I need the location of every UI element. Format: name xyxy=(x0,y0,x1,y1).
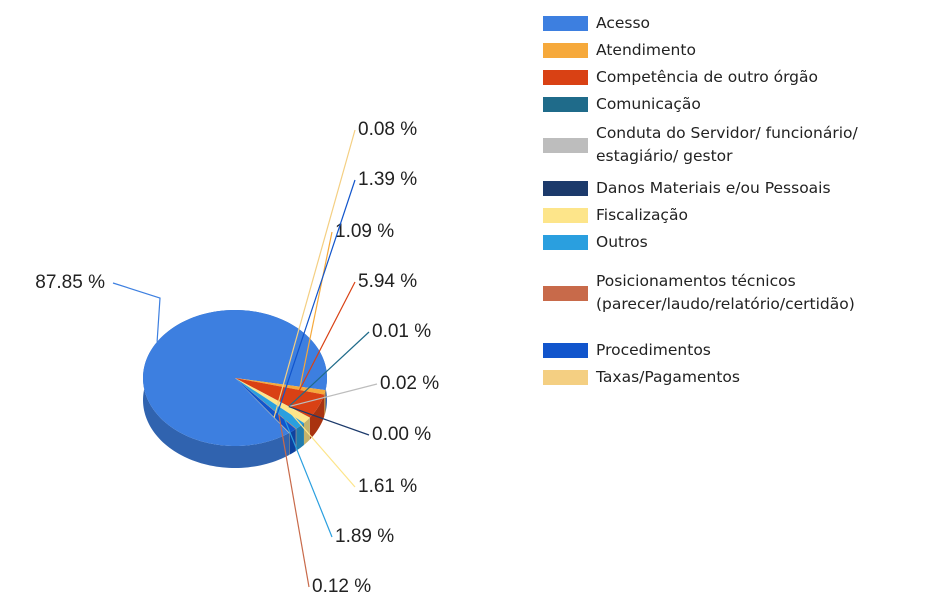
legend-item: Atendimento xyxy=(543,39,933,62)
slice xyxy=(235,378,296,433)
slice xyxy=(143,310,327,446)
legend-item: Acesso xyxy=(543,12,933,35)
legend-label: Danos Materiais e/ou Pessoais xyxy=(596,179,831,197)
data-label: 1.09 % xyxy=(335,221,394,242)
legend-label: Procedimentos xyxy=(596,341,711,359)
slice xyxy=(235,378,290,434)
leader-line xyxy=(112,282,161,342)
legend-item: Comunicação xyxy=(543,93,933,116)
legend-item: Outros xyxy=(543,231,933,254)
legend-label: Atendimento xyxy=(596,41,696,59)
legend-swatch xyxy=(543,285,588,301)
data-label: 0.12 % xyxy=(312,576,371,596)
slice-side xyxy=(296,423,304,451)
data-label: 0.00 % xyxy=(372,424,431,445)
leader-line xyxy=(294,281,356,399)
data-label: 87.85 % xyxy=(35,272,105,293)
legend-swatch xyxy=(543,343,588,358)
legend-item: Danos Materiais e/ou Pessoais xyxy=(543,177,933,200)
legend-label: Conduta do Servidor/ funcionário/ estagi… xyxy=(596,124,858,165)
leader-line xyxy=(288,383,378,408)
leader-line xyxy=(273,129,356,418)
legend-label: Acesso xyxy=(596,14,651,32)
leader-line xyxy=(275,179,356,417)
leader-line xyxy=(288,331,370,407)
legend-item: Conduta do Servidor/ funcionário/ estagi… xyxy=(543,122,933,168)
legend-label: Fiscalização xyxy=(596,206,688,224)
legend-swatch xyxy=(543,181,588,196)
legend-swatch xyxy=(543,43,588,58)
legend-swatch xyxy=(543,208,588,223)
data-label: 1.89 % xyxy=(335,526,394,547)
legend-swatch xyxy=(543,370,588,385)
legend-swatch xyxy=(543,97,588,112)
legend-swatch xyxy=(543,16,588,31)
leader-line xyxy=(286,408,356,488)
data-label: 0.01 % xyxy=(372,321,431,342)
legend-item: Posicionamentos técnicos (parecer/laudo/… xyxy=(543,270,933,316)
leader-line xyxy=(281,412,333,538)
legend-label: Outros xyxy=(596,233,648,251)
data-label: 0.02 % xyxy=(380,373,439,394)
data-label: 1.61 % xyxy=(358,476,417,497)
slice xyxy=(235,378,326,395)
leader-line xyxy=(278,414,310,588)
data-label: 5.94 % xyxy=(358,271,417,292)
slice xyxy=(235,378,304,429)
data-label: 0.08 % xyxy=(358,119,417,140)
slice xyxy=(235,378,297,430)
slice xyxy=(235,378,310,424)
slice-side xyxy=(324,390,326,417)
legend-item: Competência de outro órgão xyxy=(543,66,933,89)
leader-line xyxy=(299,231,333,389)
legend-swatch xyxy=(543,235,588,250)
data-label: 1.39 % xyxy=(358,169,417,190)
legend-label: Competência de outro órgão xyxy=(596,68,819,86)
leader-line xyxy=(288,405,370,436)
legend-item: Fiscalização xyxy=(543,204,933,227)
legend-label: Posicionamentos técnicos (parecer/laudo/… xyxy=(596,272,855,313)
legend-item: Taxas/Pagamentos xyxy=(543,366,933,389)
legend-label: Comunicação xyxy=(596,95,701,113)
legend-item: Procedimentos xyxy=(543,339,933,362)
legend-swatch xyxy=(543,137,588,153)
legend-swatch xyxy=(543,70,588,85)
legend-label: Taxas/Pagamentos xyxy=(596,368,740,386)
